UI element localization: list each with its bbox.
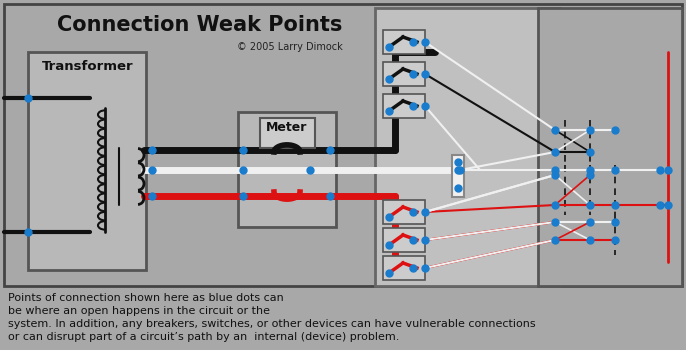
Bar (452, 155, 464, 197)
Text: system. In addition, any breakers, switches, or other devices can have vulnerabl: system. In addition, any breakers, switc… (8, 319, 536, 329)
Bar (383, 200, 425, 224)
Bar (383, 256, 425, 280)
Bar (383, 30, 425, 54)
Bar (383, 62, 425, 86)
Bar (28, 52, 146, 270)
Text: Points of connection shown here as blue dots can: Points of connection shown here as blue … (8, 293, 284, 303)
Bar (260, 118, 315, 148)
Bar (383, 228, 425, 252)
Text: be where an open happens in the circuit or the: be where an open happens in the circuit … (8, 306, 270, 316)
Text: Meter: Meter (266, 121, 308, 134)
Bar (238, 112, 336, 227)
Text: Transformer: Transformer (42, 60, 134, 73)
Bar (4, 4, 682, 286)
Text: Connection Weak Points: Connection Weak Points (58, 15, 343, 35)
Text: or can disrupt part of a circuit’s path by an  internal (device) problem.: or can disrupt part of a circuit’s path … (8, 332, 399, 342)
Bar (383, 94, 425, 118)
Text: © 2005 Larry Dimock: © 2005 Larry Dimock (237, 42, 343, 52)
Bar (538, 8, 682, 286)
Bar (375, 8, 560, 286)
